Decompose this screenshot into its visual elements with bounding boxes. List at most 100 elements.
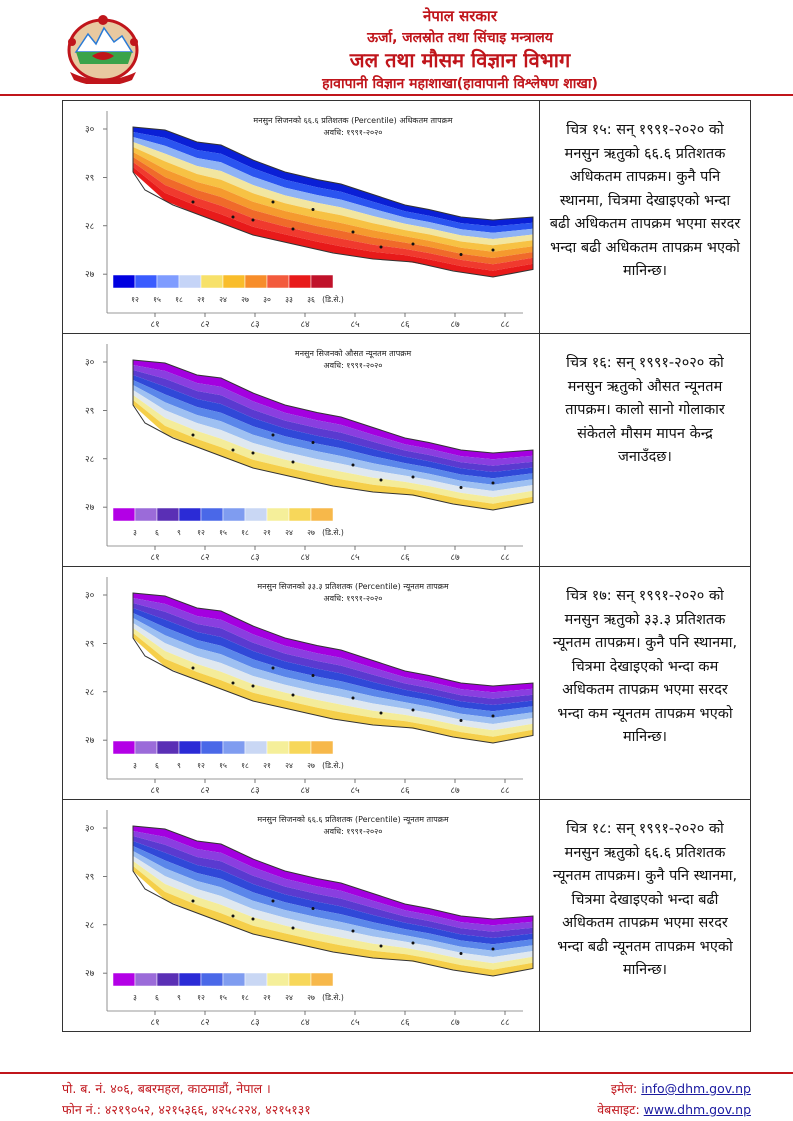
x-tick-label: ८७ xyxy=(450,786,460,796)
station-dot xyxy=(411,242,415,246)
x-tick-label: ८४ xyxy=(300,786,310,796)
elevation-band xyxy=(133,132,533,233)
y-tick-label: २८ xyxy=(85,688,95,698)
country-border xyxy=(132,359,534,511)
x-tick-label: ८१ xyxy=(150,553,159,563)
station-dot xyxy=(271,433,275,437)
y-tick-label: २९ xyxy=(85,872,94,882)
x-tick-label: ८५ xyxy=(350,1018,360,1028)
legend-swatch xyxy=(288,507,312,522)
legend-label: ६ xyxy=(155,993,159,1002)
legend-swatch xyxy=(200,507,224,522)
x-tick-label: ८७ xyxy=(450,1018,460,1028)
y-tick-label: २८ xyxy=(85,455,95,465)
station-dot xyxy=(379,245,383,249)
legend-label: ३ xyxy=(133,761,137,770)
legend-label: ९ xyxy=(177,761,181,770)
map-shading xyxy=(133,360,533,510)
legend-swatch xyxy=(222,274,246,289)
map-title: मनसुन सिजनको ६६.६ प्रतिशतक (Percentile) … xyxy=(257,814,449,825)
x-tick-label: ८२ xyxy=(200,553,210,563)
footer-email: इमेल: info@dhm.gov.np xyxy=(611,1080,751,1097)
country-border xyxy=(132,126,534,278)
figure-caption: चित्र १६: सन् १९९१-२०२० को मनसुन ऋतुको औ… xyxy=(565,355,725,465)
government-name: नेपाल सरकार xyxy=(423,7,497,25)
x-tick-label: ८८ xyxy=(500,320,510,330)
legend-label: १८ xyxy=(175,295,183,304)
map-period: अवधि: १९९१-२०२० xyxy=(324,593,383,603)
legend-label: १८ xyxy=(241,528,249,537)
legend-label: २७ xyxy=(241,295,249,304)
legend-label: (डि.से.) xyxy=(322,528,344,537)
station-dot xyxy=(311,441,315,444)
station-dot xyxy=(251,451,255,455)
figure-caption: चित्र १५: सन् १९९१-२०२० को मनसुन ऋतुको ६… xyxy=(549,122,741,279)
legend-label: २४ xyxy=(285,993,293,1002)
elevation-band xyxy=(133,360,533,460)
y-tick-label: २९ xyxy=(85,173,94,183)
map-shading xyxy=(133,593,533,743)
legend-label: (डि.से.) xyxy=(322,761,344,770)
legend-label: २७ xyxy=(307,528,315,537)
x-tick-label: ८६ xyxy=(400,786,410,796)
temperature-map: मनसुन सिजनको ६६.६ प्रतिशतक (Percentile) … xyxy=(85,111,534,330)
legend-label: ३ xyxy=(133,528,137,537)
legend-label: ९ xyxy=(177,993,181,1002)
station-dot xyxy=(231,681,235,685)
nepal-emblem-icon xyxy=(67,15,139,84)
legend-swatch xyxy=(266,507,290,522)
station-dot xyxy=(411,708,415,712)
legend-swatch xyxy=(310,972,334,987)
map-cell: मनसुन सिजनको ३३.३ प्रतिशतक (Percentile) … xyxy=(63,567,540,799)
map-title: मनसुन सिजनको औसत न्यूनतम तापक्रम xyxy=(295,348,412,359)
station-dot xyxy=(379,944,383,948)
station-dot xyxy=(311,674,315,677)
legend-label: १८ xyxy=(241,761,249,770)
y-tick-label: २७ xyxy=(85,503,95,513)
legend-swatch xyxy=(266,274,290,289)
map-period: अवधि: १९९१-२०२० xyxy=(324,826,383,836)
figure-caption: चित्र १७: सन् १९९१-२०२० को मनसुन ऋतुको ३… xyxy=(552,588,738,745)
legend-label: २७ xyxy=(307,761,315,770)
website-link[interactable]: www.dhm.gov.np xyxy=(643,1102,751,1117)
station-dot xyxy=(459,719,463,722)
legend-label: २१ xyxy=(197,295,205,304)
legend-swatch xyxy=(244,507,268,522)
legend-swatch xyxy=(112,740,136,755)
legend-swatch xyxy=(288,274,312,289)
figure-row: मनसुन सिजनको ३३.३ प्रतिशतक (Percentile) … xyxy=(63,567,750,800)
x-tick-label: ८७ xyxy=(450,320,460,330)
legend-label: २४ xyxy=(285,528,293,537)
legend-swatch xyxy=(134,972,158,987)
station-dot xyxy=(459,253,463,256)
legend-label: ३० xyxy=(263,295,271,304)
x-tick-label: ८६ xyxy=(400,1018,410,1028)
legend-label: १५ xyxy=(219,528,227,537)
station-dot xyxy=(291,227,295,231)
station-dot xyxy=(231,448,235,452)
x-tick-label: ८३ xyxy=(250,320,259,330)
letterhead: नेपाल सरकार ऊर्जा, जलस्रोत तथा सिंचाइ मन… xyxy=(0,0,793,96)
station-dot xyxy=(379,478,383,482)
legend-label: १८ xyxy=(241,993,249,1002)
email-link[interactable]: info@dhm.gov.np xyxy=(641,1081,751,1096)
station-dot xyxy=(311,208,315,211)
legend-swatch xyxy=(156,972,180,987)
email-label: इमेल: xyxy=(610,1081,638,1096)
legend-label: २१ xyxy=(263,993,271,1002)
x-tick-label: ८३ xyxy=(250,553,259,563)
footer-website: वेबसाइट: www.dhm.gov.np xyxy=(597,1101,751,1118)
station-dot xyxy=(311,907,315,910)
legend-label: १२ xyxy=(197,761,205,770)
legend-swatch xyxy=(266,740,290,755)
legend-label: १५ xyxy=(219,993,227,1002)
legend-swatch xyxy=(112,972,136,987)
figure-row: मनसुन सिजनको औसत न्यूनतम तापक्रम अवधि: १९… xyxy=(63,334,750,567)
map-period: अवधि: १९९१-२०२० xyxy=(324,360,383,370)
y-tick-label: २९ xyxy=(85,406,94,416)
station-dot xyxy=(411,475,415,479)
legend-label: १२ xyxy=(197,993,205,1002)
station-dot xyxy=(491,714,495,718)
x-tick-label: ८७ xyxy=(450,553,460,563)
legend-swatch xyxy=(156,740,180,755)
